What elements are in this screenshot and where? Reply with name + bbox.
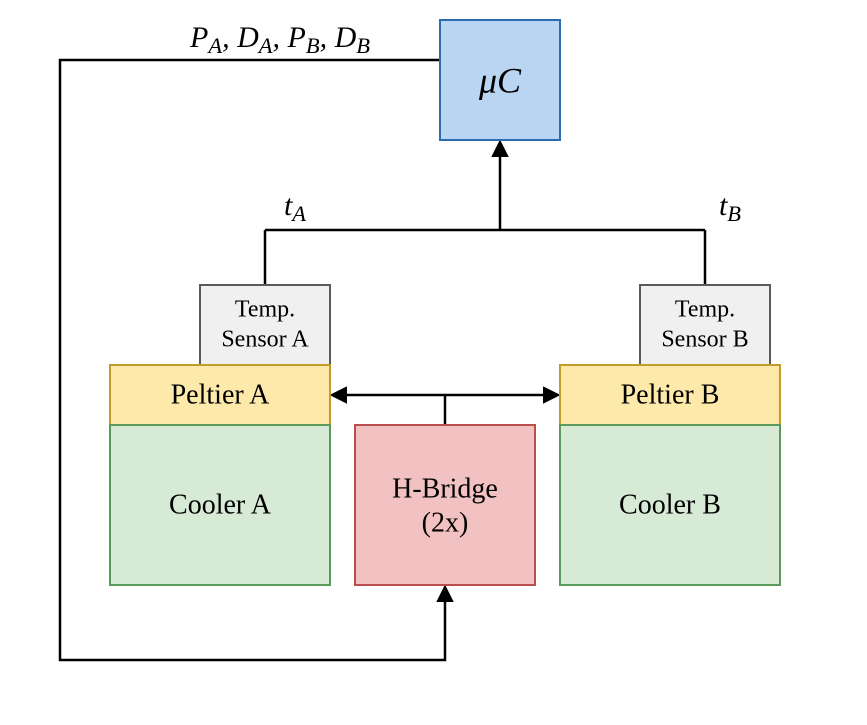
hbridge-label-2: (2x) — [422, 507, 469, 538]
peltier-a-label: Peltier A — [171, 379, 271, 410]
cooler-a-label: Cooler A — [169, 489, 272, 520]
tB-label: tB — [719, 189, 741, 226]
uc-label: μC — [478, 60, 522, 100]
hbridge-box — [355, 425, 535, 585]
sensor-b-label-line2: Sensor B — [661, 327, 748, 353]
tA-label: tA — [284, 189, 306, 226]
peltier-b-label: Peltier B — [621, 379, 720, 410]
sensor-b-label-line1: Temp. — [675, 297, 735, 323]
sensor-a-label-line1: Temp. — [235, 297, 295, 323]
sensor-a-label-line2: Sensor A — [221, 327, 309, 353]
cooler-b-label: Cooler B — [619, 489, 721, 520]
hbridge-label-1: H-Bridge — [392, 473, 498, 504]
signals-label: PA, DA, PB, DB — [189, 21, 370, 58]
